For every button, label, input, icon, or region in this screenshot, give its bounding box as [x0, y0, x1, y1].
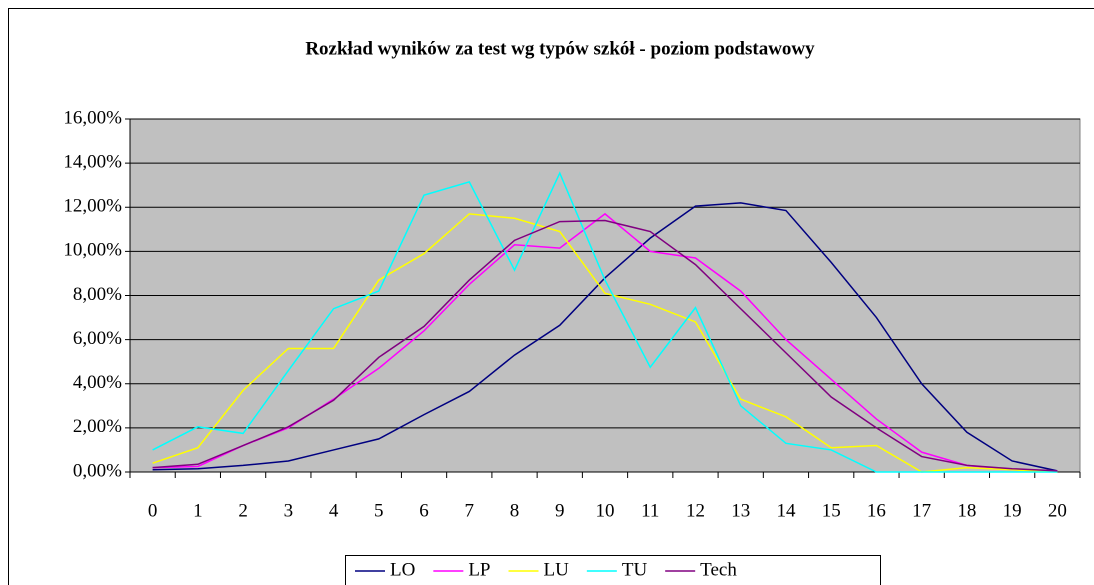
y-tick-label: 16,00%	[63, 107, 122, 128]
legend-label: LO	[390, 559, 415, 580]
y-tick-label: 6,00%	[73, 328, 122, 349]
y-tick-label: 4,00%	[73, 372, 122, 393]
legend-label: TU	[622, 559, 648, 580]
series-line	[152, 213, 1058, 473]
x-tick-label: 4	[329, 500, 339, 521]
x-tick-label: 16	[867, 500, 886, 521]
x-tick-label: 13	[731, 500, 750, 521]
x-tick-label: 17	[912, 500, 931, 521]
x-tick-label: 12	[686, 500, 705, 521]
x-tick-label: 3	[284, 500, 294, 521]
x-tick-label: 1	[193, 500, 203, 521]
series-line	[152, 171, 1058, 473]
y-tick-label: 10,00%	[63, 240, 122, 261]
legend-label: LP	[468, 559, 490, 580]
x-tick-label: 5	[374, 500, 384, 521]
y-tick-label: 14,00%	[63, 151, 122, 172]
y-tick-label: 8,00%	[73, 284, 122, 305]
series-line	[152, 219, 1058, 472]
legend-label: Tech	[700, 559, 737, 580]
x-tick-label: 14	[776, 500, 796, 521]
x-tick-label: 19	[1003, 500, 1022, 521]
y-tick-label: 0,00%	[73, 460, 122, 481]
x-tick-label: 0	[148, 500, 158, 521]
legend-label: LU	[544, 559, 570, 580]
y-tick-label: 12,00%	[63, 196, 122, 217]
x-tick-label: 6	[419, 500, 429, 521]
x-tick-label: 20	[1048, 500, 1067, 521]
y-tick-label: 2,00%	[73, 416, 122, 437]
x-tick-label: 7	[465, 500, 475, 521]
x-tick-label: 10	[596, 500, 615, 521]
x-tick-label: 11	[641, 500, 659, 521]
chart-title: Rozkład wyników za test wg typów szkół -…	[305, 38, 815, 59]
series-line	[152, 202, 1058, 472]
x-tick-label: 9	[555, 500, 565, 521]
x-tick-label: 2	[238, 500, 248, 521]
x-tick-label: 18	[957, 500, 976, 521]
x-tick-label: 8	[510, 500, 520, 521]
x-tick-label: 15	[822, 500, 841, 521]
